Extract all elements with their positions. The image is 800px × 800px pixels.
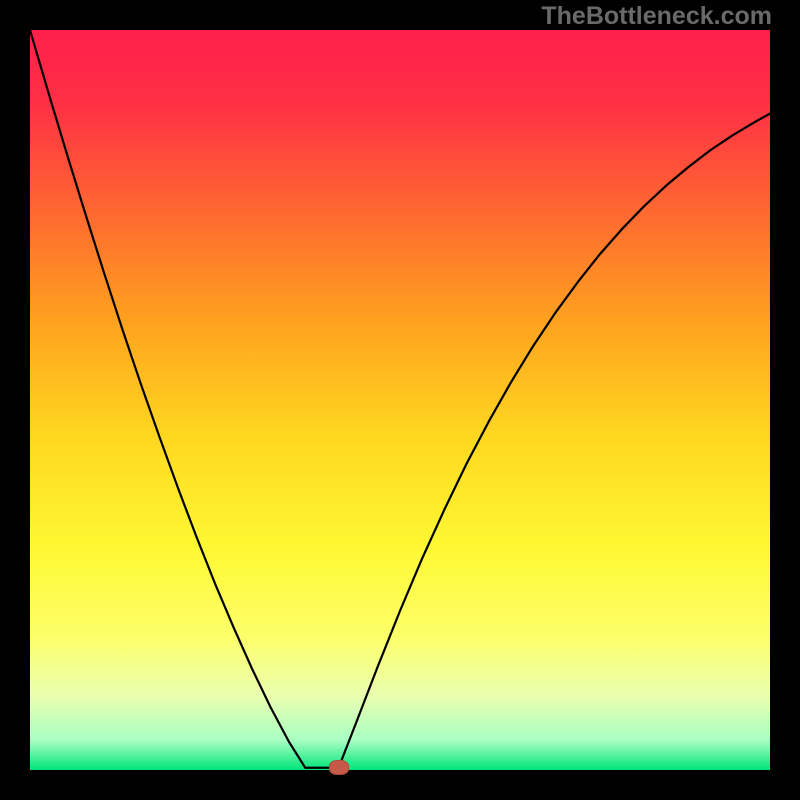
- bottleneck-curve: [30, 30, 770, 770]
- chart-frame: TheBottleneck.com: [0, 0, 800, 800]
- plot-area: [30, 30, 770, 770]
- watermark-text: TheBottleneck.com: [541, 2, 772, 31]
- optimal-point-marker: [329, 760, 349, 775]
